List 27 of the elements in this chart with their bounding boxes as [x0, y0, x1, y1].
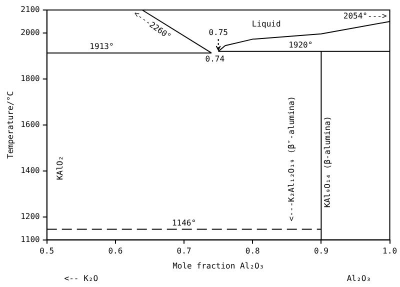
y-tick-label: 1800 [20, 74, 40, 84]
y-tick-label: 1600 [20, 120, 40, 129]
annotation: 0.75 [208, 28, 228, 38]
x-tick-label: 0.8 [245, 246, 260, 256]
x-tick-label: 1.0 [382, 246, 398, 256]
y-tick-label: 1400 [20, 166, 40, 175]
y-tick-label: 2000 [20, 28, 40, 38]
x-axis-title: Mole fraction Al₂O₃ [172, 261, 264, 270]
y-axis-title: Temperature/°C [6, 91, 15, 159]
x-tick-label: 0.6 [108, 246, 123, 256]
annotation: <---K₂Al₁₂O₁₉ (β″-alumina) [286, 96, 296, 222]
annotation: 2054°---> [343, 12, 387, 21]
annotation: 1920° [288, 40, 313, 50]
x-tick-label: 0.9 [314, 246, 329, 256]
annotation: 0.74 [205, 54, 225, 64]
y-tick-label: 1100 [20, 234, 40, 244]
annotation: Liquid [252, 20, 281, 29]
text: Al₂O₃ [346, 274, 371, 284]
annotation: 1913° [90, 42, 114, 52]
y-tick-label: 2100 [20, 5, 40, 14]
text: <-- K₂O [64, 274, 98, 284]
x-tick-label: 0.5 [40, 246, 54, 256]
x-tick-label: 0.7 [176, 246, 192, 256]
annotation: KAlO₂ [56, 156, 65, 180]
annotation: 1146° [172, 218, 196, 228]
y-tick-label: 1200 [20, 212, 40, 221]
annotation: KAl₉O₁₄ (β-alumina) [323, 116, 332, 208]
